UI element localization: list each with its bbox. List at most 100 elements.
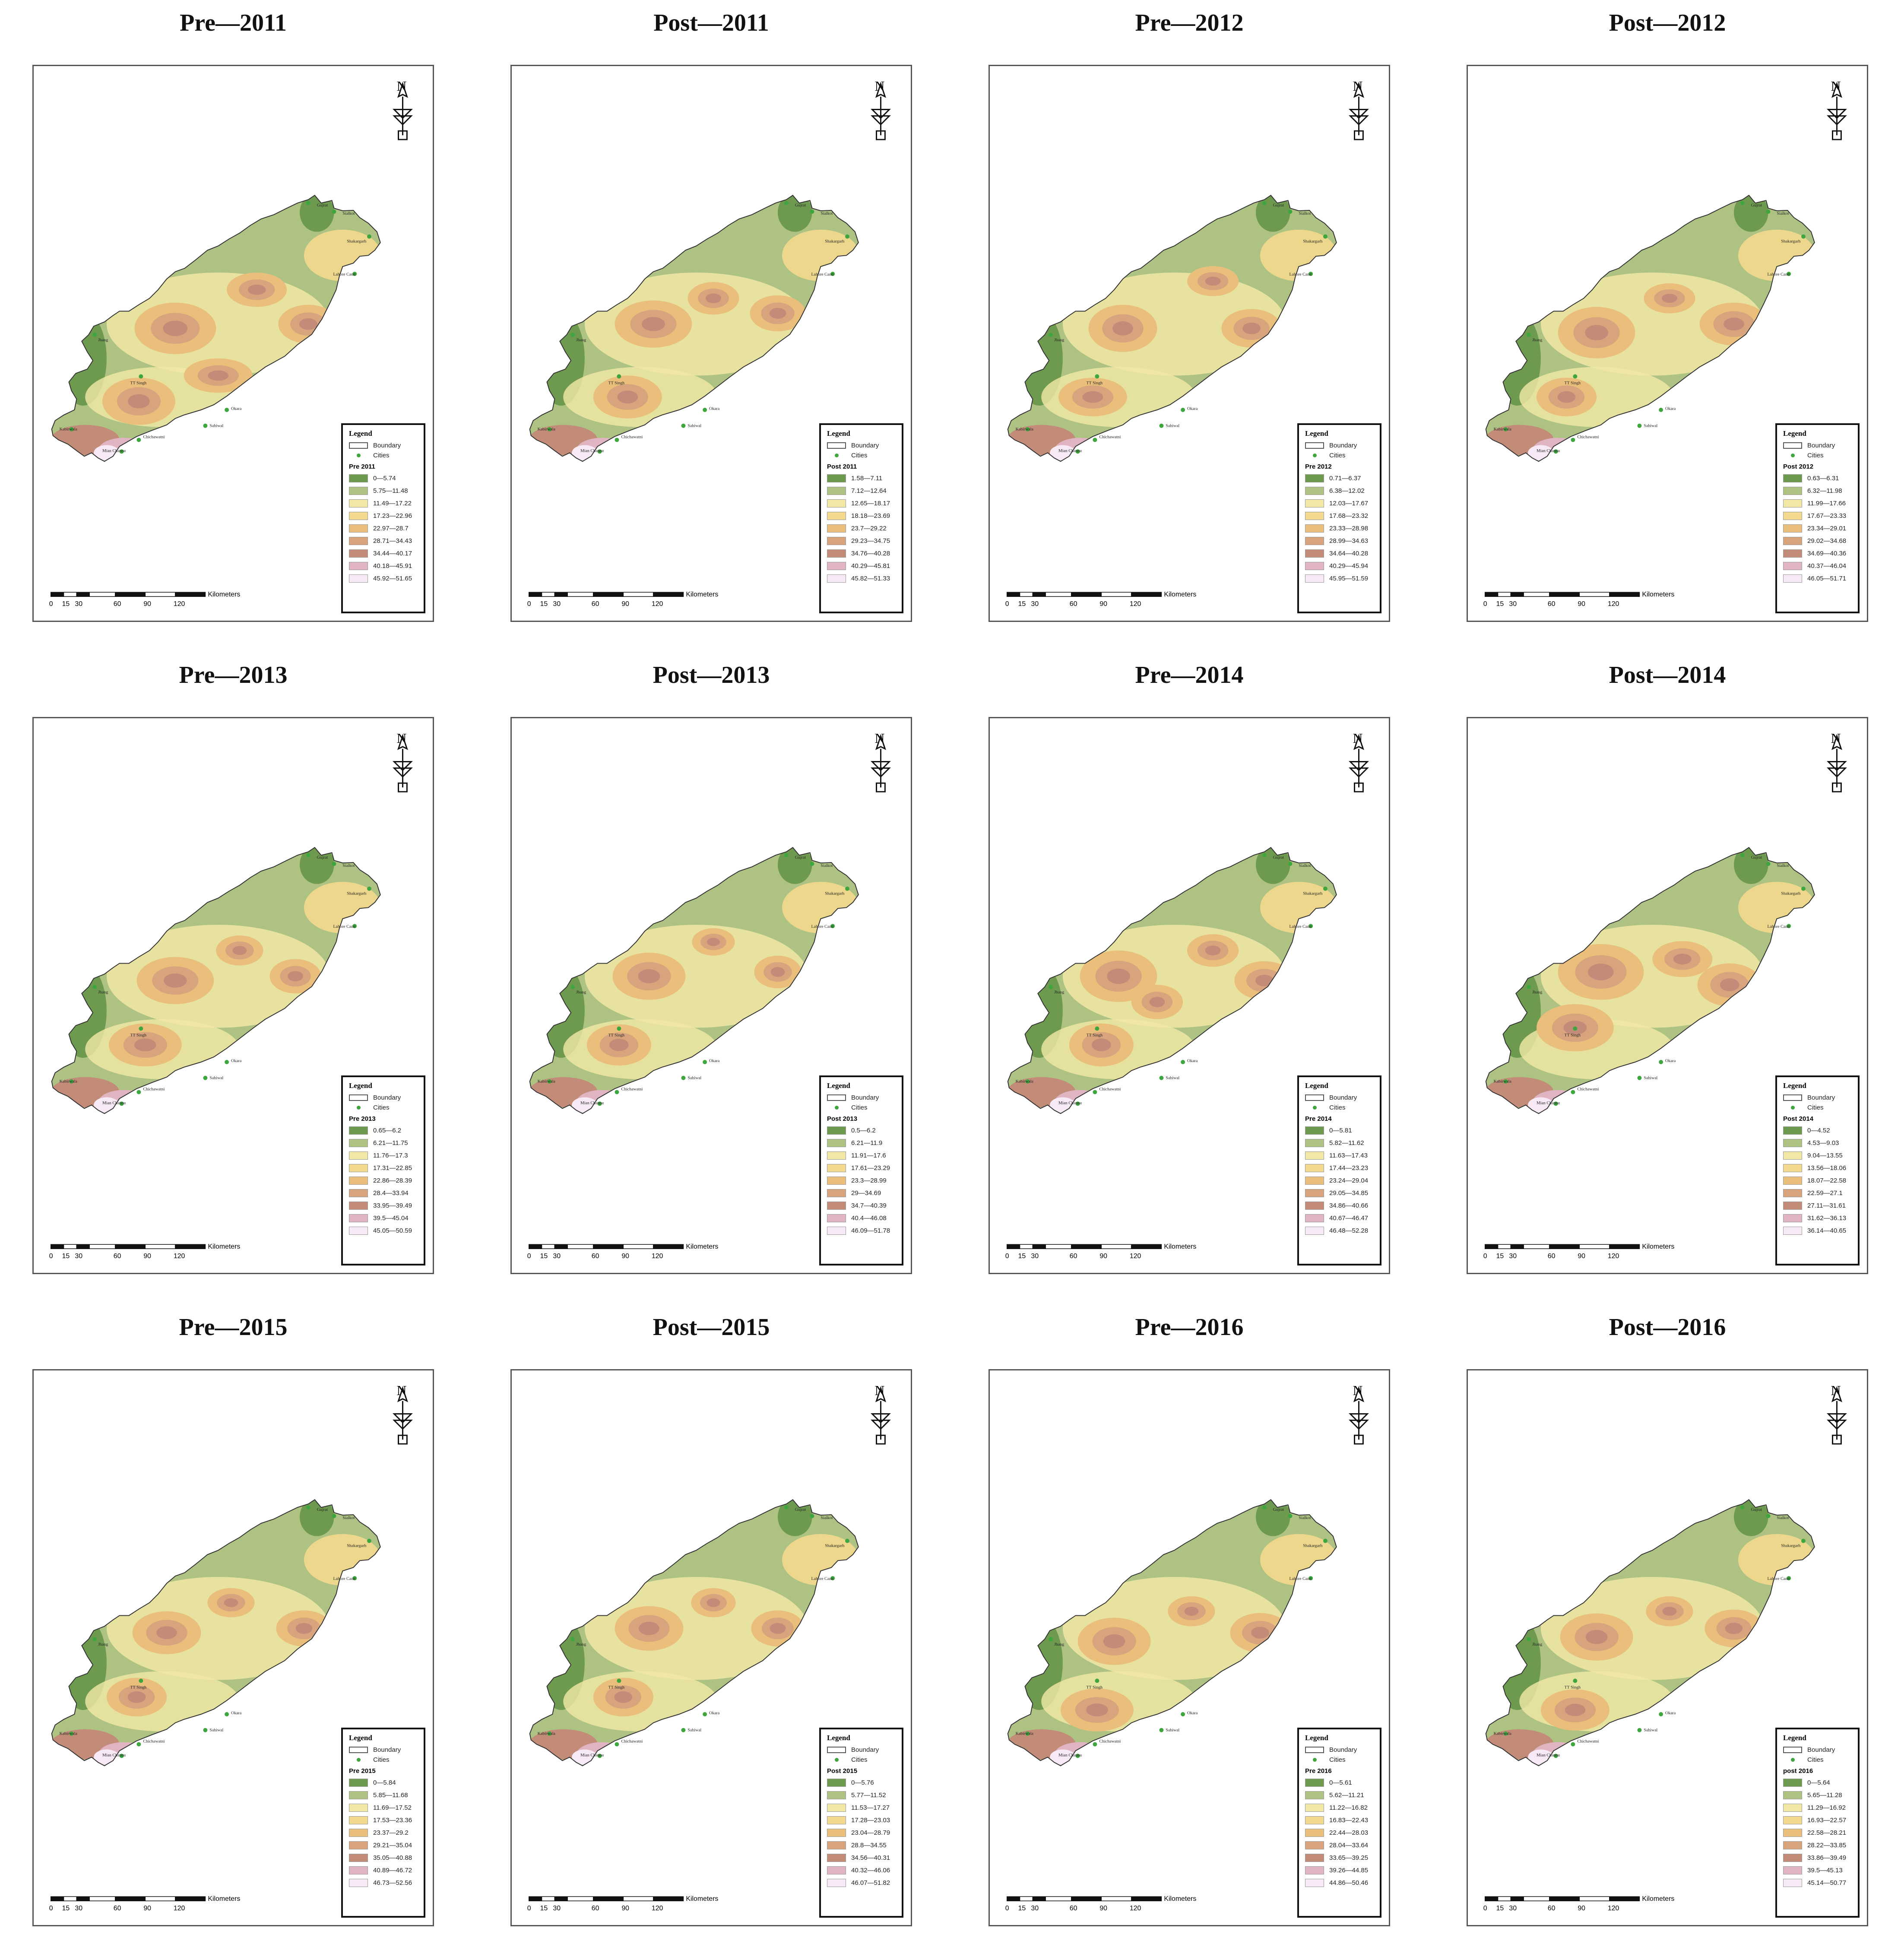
map-canvas: Gujrat Sialkot Shakargarh Jhang Lahore Cantt… [527,1383,891,1912]
peak-zone [1725,1623,1743,1634]
city-marker [119,449,124,454]
city-marker [570,985,575,990]
legend-class: 22.59—27.1 [1783,1187,1853,1199]
legend-class: 5.75—11.48 [349,485,419,497]
low-zone [778,1500,812,1536]
city-marker [1323,1538,1328,1543]
city-label: TT Singh [608,1033,625,1037]
legend-cities: Cities [827,1103,897,1113]
city-label: Okara [1187,1711,1198,1716]
city-marker [1801,886,1806,891]
peak-zone [1112,321,1133,336]
scale-tick-label: 120 [652,600,663,608]
city-label: Sialkot [1299,863,1311,868]
peak-zone [128,394,150,409]
scale-unit-label: Kilometers [1642,1895,1674,1903]
panel-title: Post—2016 [1609,1314,1726,1341]
legend-class: 17.28—23.03 [827,1814,897,1827]
scale-tick-label: 120 [652,1253,663,1260]
scale-tick-label: 0 [49,1253,53,1260]
north-arrow-icon: N [1348,731,1369,793]
boundary-outline [529,194,859,462]
city-label: Sahiwal [209,1076,223,1081]
city-marker [570,1637,575,1642]
scale-tick-label: 120 [1608,1905,1619,1912]
city-label: Kabirwala [1494,427,1512,432]
city-marker [1740,201,1745,206]
legend-class: 1.58—7.11 [827,472,897,485]
legend-cities: Cities [1305,1755,1375,1765]
city-label: Gujrat [1751,203,1762,208]
map-legend: Legend Boundary Cities Post 2011 1.58—7.11 7.… [819,423,903,613]
legend-layer-title: Post 2011 [827,463,857,470]
city-marker [547,1079,552,1084]
map-legend: Legend Boundary Cities Post 2012 0.63—6.31 6.… [1775,423,1860,613]
city-marker [617,374,621,379]
legend-class: 39.26—44.85 [1305,1864,1375,1877]
city-marker [1181,1712,1185,1716]
scale-unit-label: Kilometers [208,1243,240,1250]
city-label: Shakargarh [347,239,366,244]
city-marker [119,1754,124,1758]
scale-tick-label: 0 [1005,1905,1009,1912]
city-label: Shakargarh [1303,239,1322,244]
scale-tick-label: 30 [1509,600,1517,608]
scale-tick-label: 90 [1578,1905,1585,1912]
legend-class: 11.29—16.92 [1783,1801,1853,1814]
scale-tick-label: 15 [1496,1905,1504,1912]
boundary-outline [1007,847,1337,1114]
city-marker [1093,1090,1097,1094]
city-marker [69,1731,74,1736]
legend-class: 33.65—39.25 [1305,1852,1375,1864]
panel-title: Pre—2016 [1135,1314,1244,1341]
map-frame: Gujrat Sialkot Shakargarh Jhang Lahore Cantt… [32,717,434,1274]
north-arrow-icon: N [870,731,891,793]
city-marker [1049,333,1053,337]
city-marker [1093,438,1097,442]
city-marker [1571,438,1575,442]
peak-zone [609,1038,629,1051]
legend-class: 0—5.84 [349,1776,419,1789]
city-marker [1503,1731,1508,1736]
map-canvas: Gujrat Sialkot Shakargarh Jhang Lahore Cantt… [1005,79,1369,608]
scale-tick-label: 0 [49,600,53,608]
city-marker [570,333,575,337]
low-zone [1256,847,1290,884]
city-label: Sialkot [342,863,355,868]
legend-class: 23.37—29.2 [349,1827,419,1839]
legend-class: 4.53—9.03 [1783,1137,1853,1149]
city-marker [703,408,707,412]
low-zone [300,1500,334,1536]
city-label: TT Singh [608,1685,625,1690]
city-label: Kabirwala [1016,1732,1034,1736]
panel-title: Post—2012 [1609,10,1726,36]
legend-class: 23.3—28.99 [827,1174,897,1187]
legend-class: 28.8—34.55 [827,1839,897,1852]
city-label: Lahore Cantt [811,272,833,277]
scale-tick-label: 30 [553,600,561,608]
legend-class: 33.95—39.49 [349,1199,419,1212]
city-marker [1637,1728,1642,1732]
city-label: Lahore Cantt [1289,272,1312,277]
city-marker [703,1712,707,1716]
legend-title: Legend [1783,1734,1806,1742]
panel-title: Post—2013 [653,662,770,688]
city-label: Kabirwala [60,1079,78,1084]
legend-layer-title: Post 2013 [827,1115,858,1123]
peak-zone [617,390,638,404]
city-marker [784,853,789,858]
city-label: Okara [1665,1711,1676,1716]
legend-class: 34.44—40.17 [349,547,419,560]
legend-class: 40.67—46.47 [1305,1212,1375,1224]
legend-class: 34.7—40.39 [827,1199,897,1212]
city-label: Chichawatni [1577,1087,1599,1092]
legend-class: 17.31—22.85 [349,1162,419,1174]
map-canvas: Gujrat Sialkot Shakargarh Jhang Lahore Cantt… [49,79,413,608]
peak-zone [156,1626,177,1640]
legend-class: 6.21—11.75 [349,1137,419,1149]
boundary-outline [529,1499,859,1767]
scale-bar: Kilometers 0 15 30 60 90 120 [1483,591,1675,608]
low-zone [300,847,334,884]
scale-tick-label: 60 [592,1253,599,1260]
scale-tick-label: 120 [174,1253,185,1260]
